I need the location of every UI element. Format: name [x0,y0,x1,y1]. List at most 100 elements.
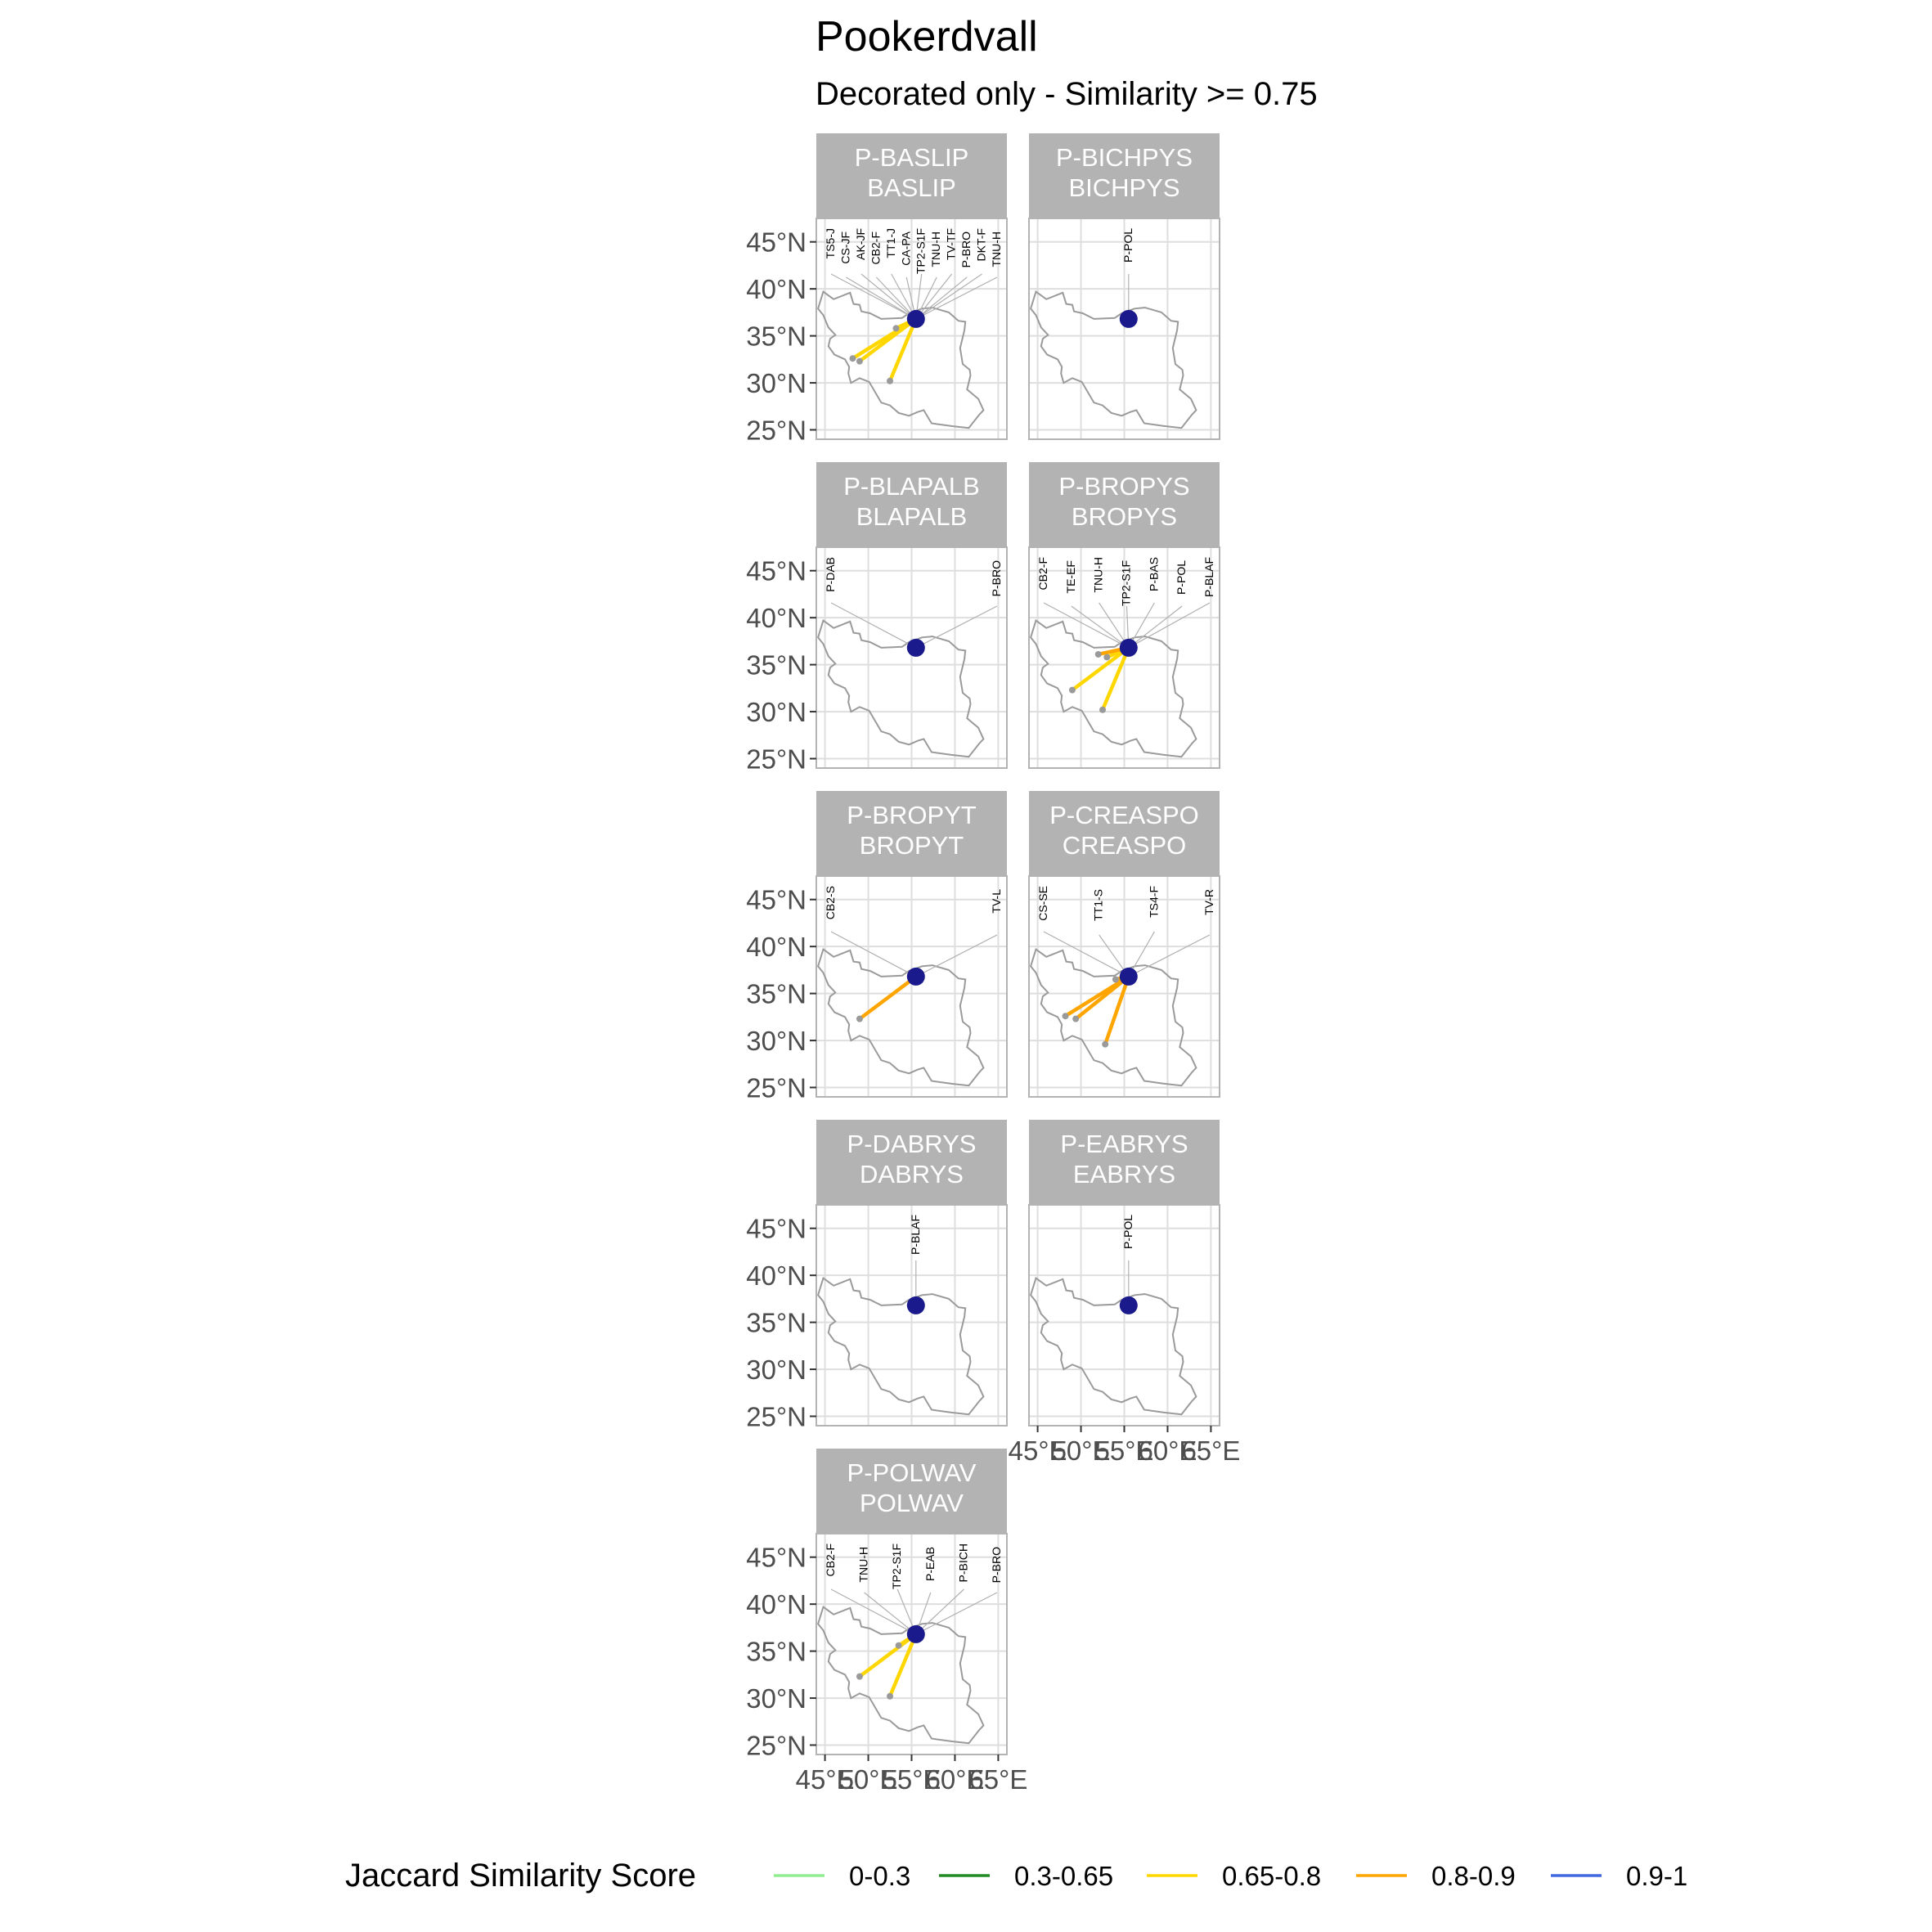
site-label-leader [915,276,998,320]
facet-strip-label: POLWAV [860,1489,964,1517]
panel-border [815,875,1008,1098]
site-label: DKT-F [975,228,988,261]
country-outline [1029,618,1197,758]
facet-strip-label: BLAPALB [856,502,968,531]
legend-item-label: 0.65-0.8 [1222,1861,1321,1891]
facet-strip [816,1449,1007,1534]
facet-strip [1029,133,1220,218]
site-label: TV-R [1202,889,1215,915]
facet-strip-label: P-POLWAV [847,1458,977,1487]
site-label: P-POL [1175,560,1188,595]
focal-site-point [1119,309,1138,328]
site-label: P-BRO [990,1547,1003,1583]
site-point [1068,686,1076,694]
site-label: TS4-F [1147,886,1160,918]
site-label-leader [915,934,998,977]
site-label: TP2-S1F [890,1543,903,1589]
site-point [1099,706,1107,713]
panel-border [1028,875,1220,1098]
y-tick-label: 40°N [746,1589,806,1620]
x-tick-label: 65°E [1181,1436,1240,1466]
country-outline [1029,1276,1197,1416]
facet-strip-label: BROPYT [860,831,964,860]
y-tick-label: 40°N [746,1260,806,1291]
x-tick-label: 55°E [883,1764,941,1795]
facet-strip [1029,791,1220,876]
site-label: AK-JF [854,228,867,260]
facet-strip-label: P-EABRYS [1060,1130,1188,1158]
site-label-leader [875,276,917,320]
site-point [1062,1013,1069,1020]
facet-strip-label: P-BROPYS [1058,472,1189,501]
site-point [1072,1015,1080,1022]
y-tick-label: 30°N [746,1026,806,1056]
chart-title: Pookerdvall [815,13,1038,61]
facet-strip-label: P-BROPYT [847,801,977,829]
facet-strip-label: BASLIP [867,173,956,202]
site-label: TV-TF [945,228,958,260]
focal-site-point [1119,638,1138,657]
facet-strip-label: CREASPO [1063,831,1187,860]
site-label: TNU-H [929,231,942,267]
facet-strip-label: DABRYS [860,1160,964,1188]
y-tick-label: 45°N [746,885,806,915]
y-tick-label: 35°N [746,1637,806,1667]
site-label-leader [830,273,917,320]
y-tick-label: 25°N [746,744,806,775]
y-tick-label: 30°N [746,368,806,398]
y-tick-label: 45°N [746,556,806,586]
y-tick-label: 40°N [746,932,806,962]
x-tick-label: 45°E [1009,1436,1067,1466]
country-outline [816,290,985,429]
focal-site-point [1119,1296,1138,1314]
site-label: P-POL [1121,1215,1134,1249]
similarity-link [1073,974,1131,1021]
x-tick-label: 45°E [796,1764,855,1795]
site-label: TP2-S1F [914,228,928,274]
facet-strip-label: EABRYS [1073,1160,1175,1188]
panel-border [1028,546,1220,769]
site-label-leader [915,605,998,649]
y-tick-label: 45°N [746,1543,806,1573]
facet-strip [1029,1120,1220,1205]
y-tick-label: 40°N [746,274,806,304]
site-label: P-BLAF [909,1215,922,1255]
y-tick-label: 35°N [746,1308,806,1338]
site-label: TNU-H [990,231,1003,267]
site-label: TNU-H [1092,557,1105,593]
x-tick-label: 60°E [1138,1436,1197,1466]
site-point [856,1673,863,1680]
x-tick-label: 50°E [1052,1436,1111,1466]
site-point [895,1642,902,1649]
facet-strip-label: P-BASLIP [855,143,969,172]
site-label: P-BRO [959,231,973,267]
country-outline [816,1276,985,1416]
site-label: CB2-F [1036,557,1049,590]
panel-border [1028,218,1220,440]
country-outline [816,618,985,758]
site-label: TV-L [990,889,1003,914]
x-tick-label: 50°E [839,1764,898,1795]
facet-strip-label: P-BICHPYS [1056,143,1193,172]
facet-strip-label: P-CREASPO [1049,801,1199,829]
y-tick-label: 25°N [746,1731,806,1761]
site-label: P-BAS [1147,557,1160,591]
site-label: TT1-J [884,228,897,258]
site-point [1102,1040,1109,1048]
y-tick-label: 35°N [746,650,806,681]
chart-subtitle: Decorated only - Similarity >= 0.75 [815,76,1318,112]
similarity-link [857,317,919,363]
facet-strip-label: P-DABRYS [847,1130,977,1158]
site-point [849,355,856,362]
country-outline [1029,290,1197,429]
focal-site-point [906,1624,925,1643]
site-label-leader [915,276,968,320]
panel-border [815,218,1008,440]
similarity-link [857,974,919,1021]
